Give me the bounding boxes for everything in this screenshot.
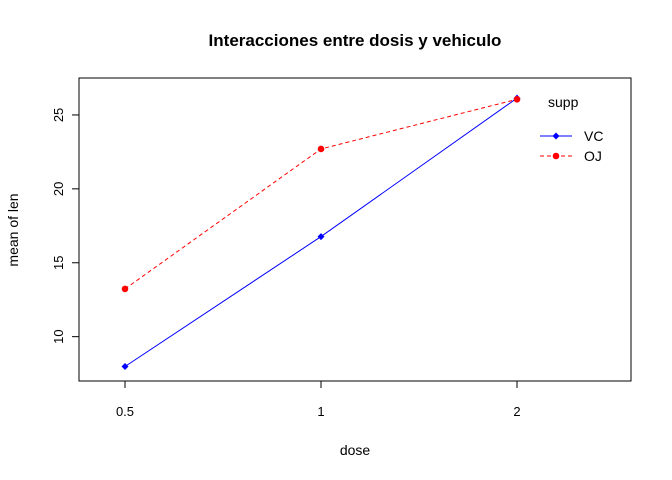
x-axis-label: dose: [340, 442, 371, 458]
series-vc: [121, 94, 521, 371]
legend-label: OJ: [584, 148, 602, 164]
x-tick-label: 0.5: [116, 404, 134, 419]
plot-frame: [78, 77, 632, 382]
series-oj: [121, 95, 521, 293]
y-tick-label: 10: [51, 329, 66, 343]
legend-entry-vc: VC: [540, 128, 603, 144]
x-tick-label: 2: [513, 404, 520, 419]
data-point: [317, 145, 325, 153]
x-axis: 0.5 1 2: [116, 380, 521, 419]
y-tick-label: 25: [51, 108, 66, 122]
legend-title: supp: [548, 94, 579, 110]
y-axis: 10 15 20 25: [51, 108, 80, 344]
x-tick-label: 1: [317, 404, 324, 419]
y-tick-label: 15: [51, 256, 66, 270]
chart-title: Interacciones entre dosis y vehiculo: [209, 31, 502, 50]
legend: supp VC OJ: [540, 94, 603, 164]
legend-label: VC: [584, 128, 603, 144]
series-line: [124, 98, 518, 290]
legend-marker: [552, 132, 560, 140]
y-tick-label: 20: [51, 182, 66, 196]
data-point: [317, 233, 325, 241]
data-point: [121, 363, 129, 371]
series-line: [124, 97, 518, 367]
data-point: [513, 95, 521, 103]
data-point: [121, 285, 129, 293]
legend-entry-oj: OJ: [540, 148, 602, 164]
legend-marker: [552, 152, 560, 160]
y-axis-label: mean of len: [5, 193, 21, 266]
series-layer: [121, 94, 521, 371]
